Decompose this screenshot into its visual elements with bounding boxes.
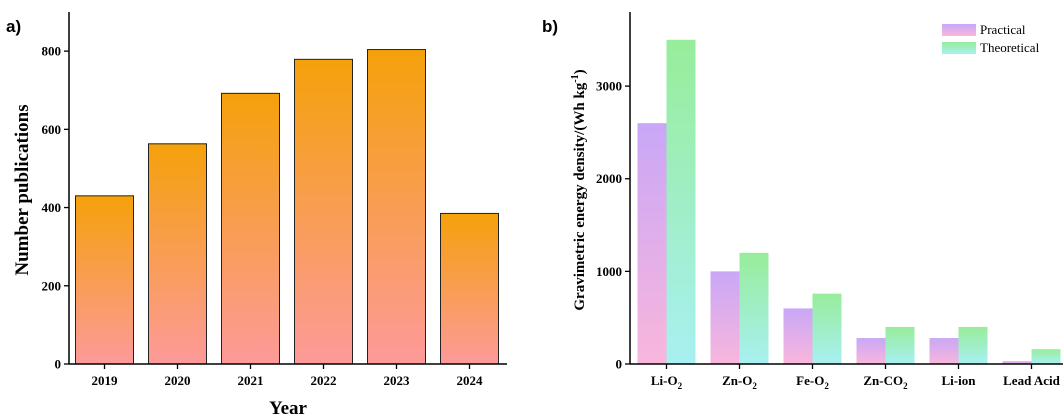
bar-practical-li-o2	[637, 123, 667, 364]
x-tick-label-li-ion: Li-ion	[942, 373, 977, 388]
y-tick-label-0: 0	[616, 357, 623, 372]
y-tick-label-200: 200	[42, 278, 62, 293]
x-tick-label-2022: 2022	[311, 373, 337, 388]
chart-b-y-axis-title: Gravimetric energy density/(Wh kg-1)	[570, 69, 588, 310]
y-tick-label-0: 0	[55, 357, 62, 372]
chart-a-x-axis-title: Year	[269, 398, 308, 419]
chart-a-bars	[75, 49, 499, 365]
chart-b-bars	[637, 39, 1061, 364]
chart-b-x-ticks: Li-O2 Zn-O2 Fe-O2 Zn-CO2 Li-ion Lead Acid	[651, 364, 1061, 391]
legend-label-theoretical: Theoretical	[980, 40, 1040, 55]
bar-practical-fe-o2	[783, 308, 813, 364]
x-tick-label-2019: 2019	[92, 373, 119, 388]
chart-b-energy-density: b) Gravimetric energy density/(Wh kg-1) …	[542, 12, 1063, 391]
bar-2019	[75, 195, 134, 365]
x-tick-label-2020: 2020	[165, 373, 191, 388]
legend-label-practical: Practical	[980, 22, 1026, 37]
y-tick-label-400: 400	[42, 200, 62, 215]
legend-swatch-practical	[942, 24, 976, 36]
bar-2022	[294, 58, 353, 365]
y-tick-label-3000: 3000	[596, 79, 622, 94]
x-tick-label-li-o2: Li-O2	[651, 373, 683, 391]
x-tick-label-zn-o2: Zn-O2	[722, 373, 757, 391]
chart-b-y-ticks: 0 1000 2000 3000	[596, 79, 630, 372]
bar-theoretical-lead-acid	[1031, 349, 1061, 364]
x-tick-label-2024: 2024	[457, 373, 484, 388]
bar-practical-lead-acid	[1002, 361, 1032, 364]
bar-2021	[221, 92, 280, 365]
bar-theoretical-fe-o2	[812, 293, 842, 364]
chart-a-publications: a) Number publications Year 0 200 400 600 80…	[6, 12, 507, 419]
x-tick-label-lead-acid: Lead Acid	[1003, 373, 1060, 388]
bar-practical-li-ion	[929, 338, 959, 364]
bar-theoretical-li-o2	[666, 39, 696, 364]
legend-swatch-theoretical	[942, 42, 976, 54]
bar-practical-zn-co2	[856, 338, 886, 364]
x-tick-label-2021: 2021	[238, 373, 264, 388]
bar-2020	[148, 143, 207, 365]
x-tick-label-fe-o2: Fe-O2	[796, 373, 829, 391]
panel-label-a: a)	[6, 17, 21, 36]
x-tick-label-zn-co2: Zn-CO2	[863, 373, 908, 391]
y-tick-label-800: 800	[42, 44, 62, 59]
chart-a-y-axis-title: Number publications	[12, 104, 33, 275]
panel-label-b: b)	[542, 17, 558, 36]
chart-a-y-ticks: 0 200 400 600 800	[42, 44, 69, 372]
bar-2023	[367, 49, 426, 365]
bar-2024	[440, 212, 499, 365]
chart-b-legend: Practical Theoretical	[942, 22, 1040, 55]
y-tick-label-600: 600	[42, 122, 62, 137]
bar-theoretical-zn-co2	[885, 326, 915, 364]
chart-a-x-ticks: 2019 2020 2021 2022 2023 2024	[92, 364, 484, 388]
bar-theoretical-zn-o2	[739, 252, 769, 364]
y-tick-label-2000: 2000	[596, 171, 622, 186]
bar-theoretical-li-ion	[958, 326, 988, 364]
x-tick-label-2023: 2023	[384, 373, 411, 388]
bar-practical-zn-o2	[710, 271, 740, 364]
y-tick-label-1000: 1000	[596, 264, 622, 279]
